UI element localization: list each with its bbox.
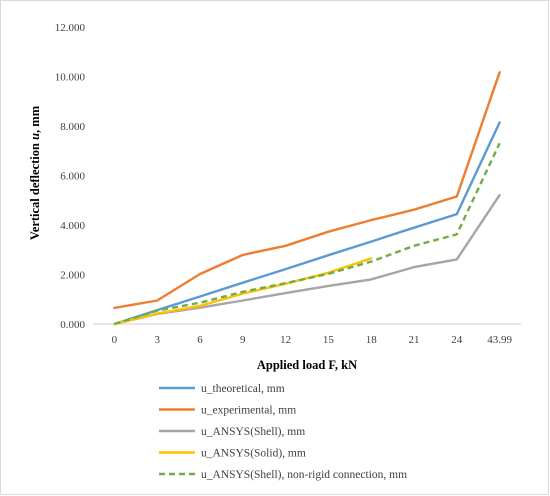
x-tick-label: 0 <box>112 334 118 346</box>
legend-label-2: u_experimental, mm <box>201 405 296 417</box>
y-tick-label: 10.000 <box>55 72 86 84</box>
series-line-1 <box>113 121 501 326</box>
x-tick-label: 3 <box>154 334 160 346</box>
x-tick-label: 18 <box>366 334 378 346</box>
y-tick-label: 12.000 <box>55 22 86 34</box>
legend-label-3: u_ANSYS(Shell), mm <box>201 426 305 438</box>
y-tick-label: 4.000 <box>60 220 85 232</box>
y-tick-label: 0.000 <box>60 319 85 331</box>
y-axis-title-suffix: , mm <box>28 105 42 133</box>
y-tick-label: 6.000 <box>60 171 85 183</box>
y-axis-title-prefix: Vertical deflection <box>28 140 42 240</box>
series-line-2 <box>113 71 501 310</box>
y-tick-label: 2.000 <box>60 270 85 282</box>
x-tick-label: 6 <box>197 334 203 346</box>
x-axis-title: Applied load F, kN <box>257 358 357 372</box>
x-tick-label: 24 <box>451 334 463 346</box>
axes: 0.000 2.000 4.000 6.000 8.000 10.000 12.000 0 3 6… <box>55 22 521 346</box>
x-tick-label: 21 <box>409 334 420 346</box>
legend-label-1: u_theoretical, mm <box>201 383 285 395</box>
legend-label-5: u_ANSYS(Shell), non-rigid connection, mm <box>201 469 407 481</box>
legend-label-4: u_ANSYS(Solid), mm <box>201 448 306 460</box>
x-tick-label: 15 <box>323 334 335 346</box>
y-axis-title: Vertical deflection u, mm <box>28 105 42 240</box>
x-tick-label: 43.99 <box>487 334 512 346</box>
legend: u_theoretical, mm u_experimental, mm u_ANS… <box>159 383 407 481</box>
x-tick-label: 9 <box>240 334 246 346</box>
y-tick-label: 8.000 <box>60 121 85 133</box>
series-line-5 <box>114 142 501 326</box>
series-layer <box>113 71 501 326</box>
x-tick-label: 12 <box>280 334 291 346</box>
y-axis-title-variable: u <box>28 133 42 140</box>
